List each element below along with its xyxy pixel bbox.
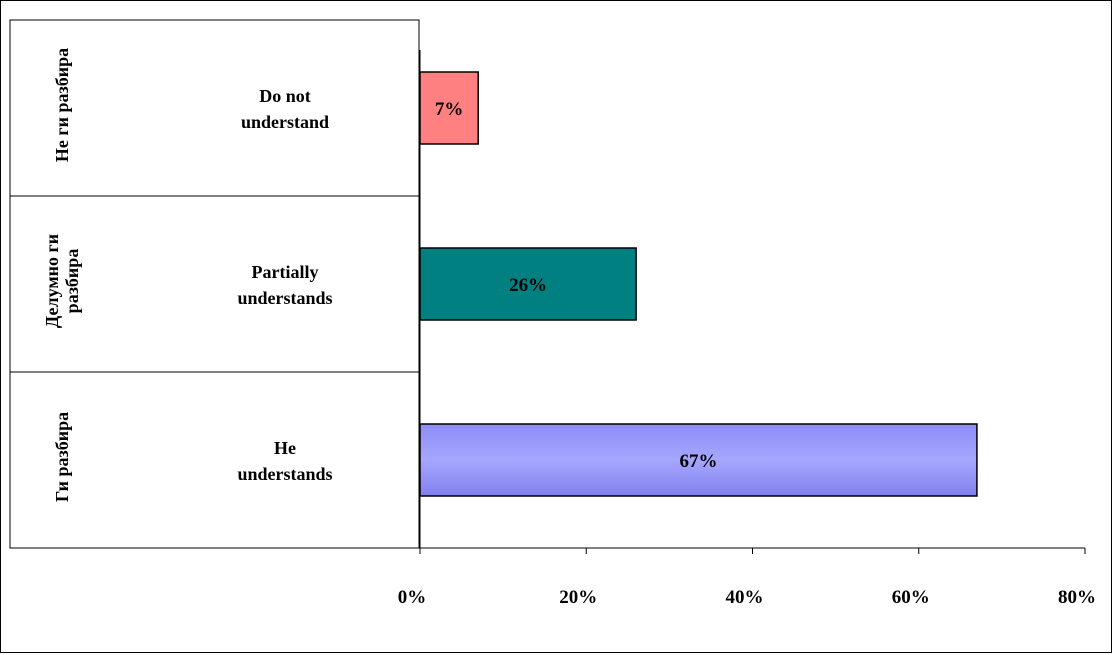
- bar-value-label: 26%: [509, 275, 547, 296]
- category-label: Do not understand: [241, 86, 329, 132]
- x-tick-label: 40%: [726, 587, 764, 608]
- bar: [419, 247, 637, 321]
- bar: [419, 423, 978, 497]
- bar-series: 7% 26% 67%: [419, 71, 978, 497]
- x-tick-label: 20%: [559, 587, 597, 608]
- x-tick-labels: 0% 20% 40% 60% 80%: [398, 587, 1096, 608]
- category-group-label: Ги разбира: [52, 412, 72, 502]
- x-tick-label: 80%: [1058, 587, 1096, 608]
- category-group-label: Не ги разбира: [52, 48, 72, 162]
- bar: [419, 71, 479, 145]
- label-table-border: [9, 19, 420, 549]
- bar-value-label: 7%: [435, 99, 464, 120]
- bar-value-label: 67%: [679, 451, 717, 472]
- x-tick-label: 0%: [398, 587, 427, 608]
- category-label: Partially understands: [237, 262, 332, 308]
- category-label: He understands: [237, 438, 332, 484]
- category-group-label: Делумно гиразбира: [42, 234, 82, 328]
- x-tick-label: 60%: [892, 587, 930, 608]
- category-label-table: Не ги разбира Do not understand Делумно гир…: [9, 19, 420, 549]
